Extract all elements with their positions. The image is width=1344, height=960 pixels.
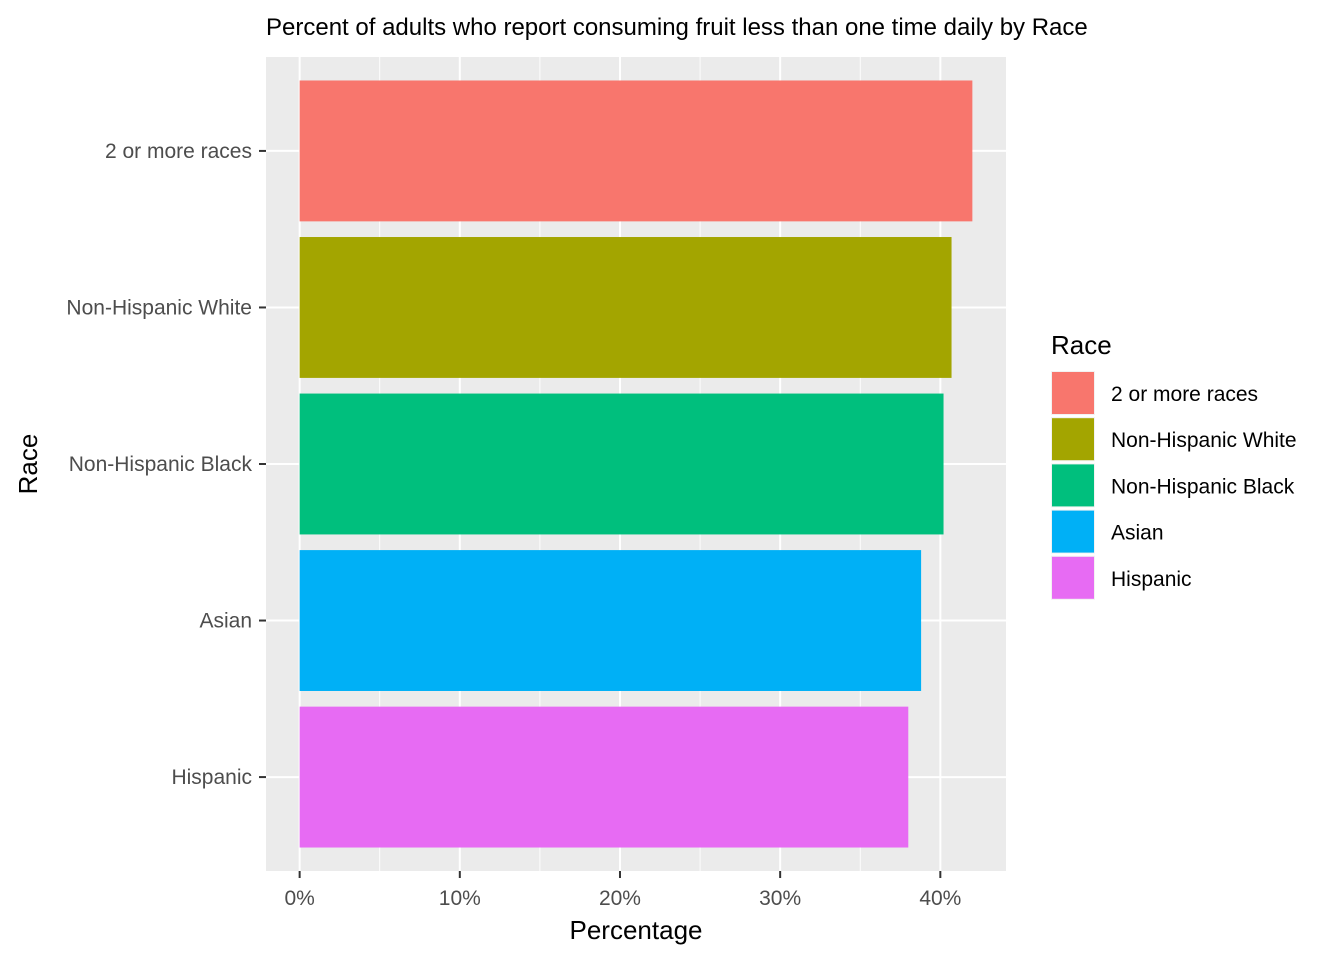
x-tick-label: 30% xyxy=(759,887,801,910)
legend-title: Race xyxy=(1051,330,1112,360)
legend-label: Asian xyxy=(1111,522,1164,545)
legend-label: Hispanic xyxy=(1111,568,1192,591)
legend-label: Non-Hispanic White xyxy=(1111,429,1297,452)
y-tick-label: 2 or more races xyxy=(105,140,252,163)
bar xyxy=(299,80,973,222)
legend-swatch xyxy=(1052,556,1094,599)
bar xyxy=(299,706,909,848)
y-tick-label: Non-Hispanic Black xyxy=(69,453,253,476)
bar xyxy=(299,237,952,378)
y-tick-label: Asian xyxy=(199,610,252,633)
legend-swatch xyxy=(1052,510,1094,553)
legend-label: 2 or more races xyxy=(1111,383,1258,406)
y-axis: 2 or more races Non-Hispanic White Non-His… xyxy=(66,140,266,789)
y-axis-title: Race xyxy=(13,434,43,495)
legend-swatch xyxy=(1052,372,1094,414)
x-axis: 0% 10% 20% 30% 40% xyxy=(284,871,961,910)
x-tick-label: 10% xyxy=(439,887,481,910)
bars xyxy=(299,80,973,848)
legend-swatch xyxy=(1052,464,1094,507)
y-tick-label: Non-Hispanic White xyxy=(66,296,252,319)
legend-label: Non-Hispanic Black xyxy=(1111,475,1295,498)
x-tick-label: 20% xyxy=(599,887,641,910)
x-tick-label: 40% xyxy=(919,887,961,910)
bar xyxy=(299,393,944,535)
chart-title: Percent of adults who report consuming f… xyxy=(266,14,1088,41)
x-tick-label: 0% xyxy=(284,887,314,910)
y-tick-label: Hispanic xyxy=(171,766,252,789)
legend-swatch xyxy=(1052,418,1094,461)
x-axis-title: Percentage xyxy=(570,915,703,945)
legend: Race 2 or more races Non-Hispanic White No… xyxy=(1051,330,1297,600)
bar xyxy=(299,550,922,691)
